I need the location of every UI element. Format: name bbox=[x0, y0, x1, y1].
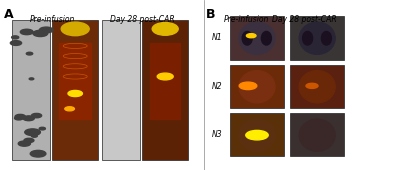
Circle shape bbox=[39, 127, 45, 130]
Bar bbox=[102, 20, 140, 160]
Bar bbox=[290, 65, 344, 108]
Circle shape bbox=[10, 41, 22, 45]
Bar bbox=[150, 42, 180, 119]
Bar bbox=[59, 42, 91, 119]
Bar bbox=[52, 20, 98, 160]
Ellipse shape bbox=[152, 23, 178, 35]
Circle shape bbox=[246, 130, 268, 140]
Circle shape bbox=[239, 82, 257, 90]
Ellipse shape bbox=[299, 22, 335, 54]
Circle shape bbox=[246, 34, 256, 38]
Circle shape bbox=[32, 113, 42, 118]
Circle shape bbox=[40, 27, 53, 33]
Circle shape bbox=[24, 138, 34, 142]
Circle shape bbox=[18, 141, 30, 146]
Circle shape bbox=[12, 36, 19, 39]
Ellipse shape bbox=[322, 31, 331, 45]
Circle shape bbox=[26, 52, 33, 55]
Circle shape bbox=[32, 135, 37, 137]
Bar bbox=[290, 16, 344, 60]
Ellipse shape bbox=[299, 119, 335, 151]
Bar bbox=[142, 20, 188, 160]
Circle shape bbox=[306, 83, 318, 88]
Circle shape bbox=[65, 107, 74, 111]
Text: B: B bbox=[206, 8, 216, 21]
Text: A: A bbox=[4, 8, 14, 21]
Ellipse shape bbox=[239, 119, 275, 151]
Bar bbox=[230, 16, 284, 60]
Bar bbox=[230, 65, 284, 108]
Text: Pre-infusion: Pre-infusion bbox=[29, 15, 75, 24]
Circle shape bbox=[32, 133, 37, 135]
Circle shape bbox=[157, 73, 173, 80]
Text: Pre-infusion: Pre-infusion bbox=[223, 15, 269, 24]
Circle shape bbox=[68, 90, 82, 97]
Text: Day 28 post-CAR: Day 28 post-CAR bbox=[272, 15, 336, 24]
Text: N2: N2 bbox=[211, 82, 222, 91]
Ellipse shape bbox=[239, 71, 275, 103]
Circle shape bbox=[33, 30, 48, 37]
Circle shape bbox=[14, 116, 23, 120]
Ellipse shape bbox=[299, 71, 335, 103]
Ellipse shape bbox=[242, 31, 252, 45]
Ellipse shape bbox=[303, 31, 313, 45]
Bar bbox=[12, 20, 50, 160]
Circle shape bbox=[30, 150, 46, 157]
Text: Day 28 post-CAR: Day 28 post-CAR bbox=[110, 15, 174, 24]
Circle shape bbox=[23, 116, 34, 121]
Bar bbox=[230, 113, 284, 156]
Text: N1: N1 bbox=[211, 33, 222, 42]
Ellipse shape bbox=[239, 22, 275, 54]
Ellipse shape bbox=[262, 31, 272, 45]
Circle shape bbox=[29, 78, 34, 80]
Text: N3: N3 bbox=[211, 130, 222, 139]
Circle shape bbox=[25, 129, 40, 135]
Bar bbox=[290, 113, 344, 156]
Ellipse shape bbox=[61, 22, 89, 36]
Circle shape bbox=[20, 29, 33, 35]
Circle shape bbox=[15, 114, 25, 119]
